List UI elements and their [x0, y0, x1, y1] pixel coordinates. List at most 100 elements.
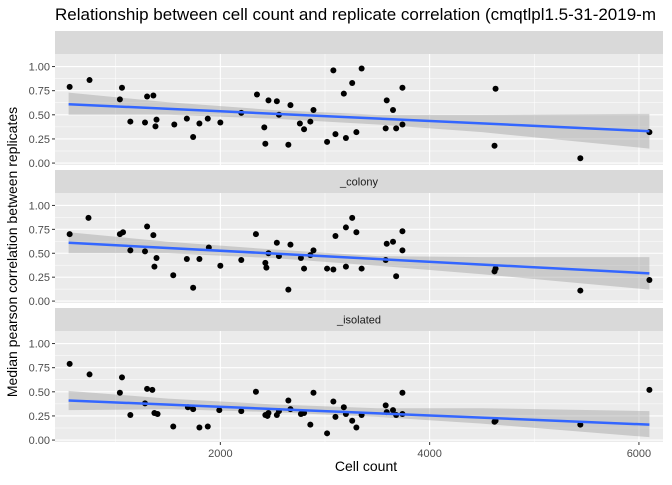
data-point [307, 421, 314, 428]
trend-line [68, 102, 650, 133]
y-tick-label: 0.75 [29, 86, 50, 98]
data-point [340, 404, 347, 411]
data-point [190, 406, 197, 413]
data-point [324, 430, 331, 437]
data-point [349, 214, 356, 221]
data-point [342, 224, 349, 231]
y-tick-label: 0.00 [29, 435, 50, 447]
y-tick-label: 0.75 [29, 224, 50, 236]
y-tick-label: 0.75 [29, 363, 50, 375]
data-point [393, 273, 400, 280]
data-point [120, 229, 127, 236]
data-point [390, 106, 397, 113]
y-tick-label: 1.00 [29, 200, 50, 212]
data-point [307, 118, 314, 125]
data-point [393, 125, 400, 132]
data-point [577, 287, 584, 294]
data-point [86, 77, 93, 84]
data-point [183, 256, 190, 262]
data-point [332, 233, 339, 240]
data-point [262, 140, 269, 147]
data-point [399, 247, 406, 254]
data-point [238, 408, 245, 415]
data-point [491, 142, 498, 149]
data-point [273, 98, 280, 105]
y-tick-label: 0.00 [29, 296, 50, 308]
data-point [353, 424, 360, 431]
y-tick-label: 0.25 [29, 411, 50, 423]
data-point [217, 119, 224, 126]
confidence-band [68, 92, 650, 149]
data-point [153, 116, 160, 123]
data-point [141, 248, 148, 255]
data-point [151, 263, 158, 270]
y-tick-label: 1.00 [29, 339, 50, 351]
data-point [66, 360, 73, 367]
trend-line [68, 241, 650, 275]
x-tick-label: 6000 [627, 448, 651, 460]
data-point [349, 79, 356, 86]
y-tick-label: 0.25 [29, 134, 50, 146]
trend-line [68, 399, 650, 426]
data-point [332, 131, 339, 138]
panel-background [55, 331, 663, 442]
data-point [332, 413, 339, 420]
data-point [492, 85, 499, 92]
data-point [190, 134, 197, 141]
data-point [127, 247, 134, 254]
data-point [310, 247, 317, 254]
data-point [196, 120, 203, 127]
facet-panel: _colony 0.00 0.25 0.50 0.75 1.00 [29, 170, 663, 308]
data-point [170, 272, 177, 279]
data-point [399, 389, 406, 396]
data-point [253, 91, 260, 98]
data-point [287, 102, 294, 109]
data-point [577, 421, 584, 428]
y-axis-label: Median pearson correlation between repli… [4, 107, 20, 397]
data-point [324, 265, 331, 272]
data-point [349, 417, 356, 424]
data-point [118, 374, 125, 381]
data-point [144, 93, 151, 100]
data-point [204, 115, 211, 122]
data-point [153, 255, 160, 262]
data-point [183, 115, 190, 122]
data-point [85, 214, 92, 221]
data-point [340, 90, 347, 97]
data-point [342, 134, 349, 141]
data-point [324, 138, 331, 145]
data-point [301, 265, 308, 272]
data-point [118, 84, 125, 91]
data-point [252, 231, 259, 238]
data-point [66, 231, 73, 238]
facet-strip [55, 170, 663, 193]
facet-panel: 0.00 0.25 0.50 0.75 1.00 [29, 31, 663, 170]
data-point [204, 423, 211, 430]
data-point [310, 106, 317, 113]
data-point [273, 239, 280, 246]
data-point [150, 232, 157, 239]
y-tick-label: 0.50 [29, 110, 50, 122]
data-point [646, 277, 653, 284]
data-point [144, 385, 151, 392]
data-point [127, 118, 134, 125]
y-tick-label: 0.50 [29, 387, 50, 399]
data-point [216, 407, 223, 414]
data-point [86, 371, 93, 378]
data-point [285, 286, 292, 293]
data-point [390, 238, 397, 245]
data-point [170, 423, 177, 430]
data-point [382, 402, 389, 409]
y-tick-label: 1.00 [29, 62, 50, 74]
data-point [342, 263, 349, 270]
data-point [577, 155, 584, 162]
facet-strip [55, 308, 663, 331]
data-point [263, 264, 270, 271]
data-point [297, 255, 304, 262]
facet-panel: _isolated 0.00 0.25 0.50 0.75 1.00 [29, 308, 663, 447]
facet-strip-label: _colony [339, 177, 378, 189]
data-point [196, 424, 203, 431]
confidence-band [68, 232, 650, 290]
data-point [116, 389, 123, 396]
